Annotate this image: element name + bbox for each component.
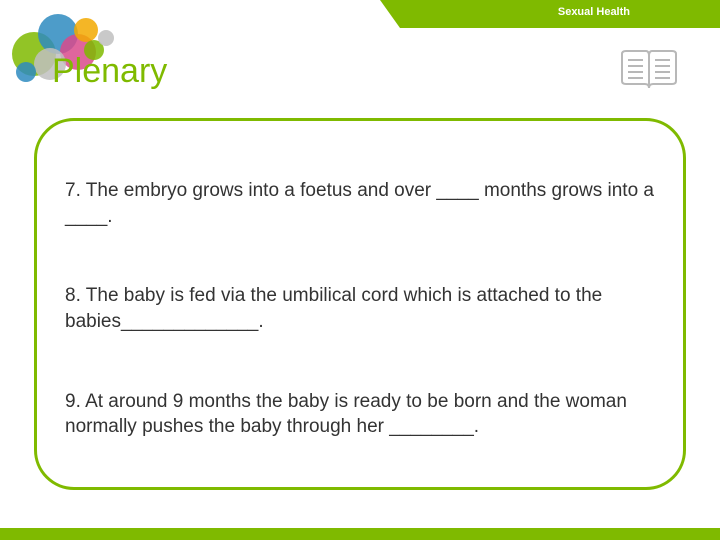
decoration-dot [74, 18, 98, 42]
question-8: 8. The baby is fed via the umbilical cor… [65, 283, 655, 334]
question-9: 9. At around 9 months the baby is ready … [65, 389, 655, 440]
footer-bar [0, 528, 720, 540]
content-panel: 7. The embryo grows into a foetus and ov… [34, 118, 686, 490]
book-icon [618, 48, 680, 97]
decoration-dot [16, 62, 36, 82]
page-title: Plenary [52, 52, 167, 91]
header-label: Sexual Health [558, 6, 630, 18]
header-green-region: Sexual Health [400, 0, 720, 28]
decoration-dot [98, 30, 114, 46]
question-7: 7. The embryo grows into a foetus and ov… [65, 178, 655, 229]
